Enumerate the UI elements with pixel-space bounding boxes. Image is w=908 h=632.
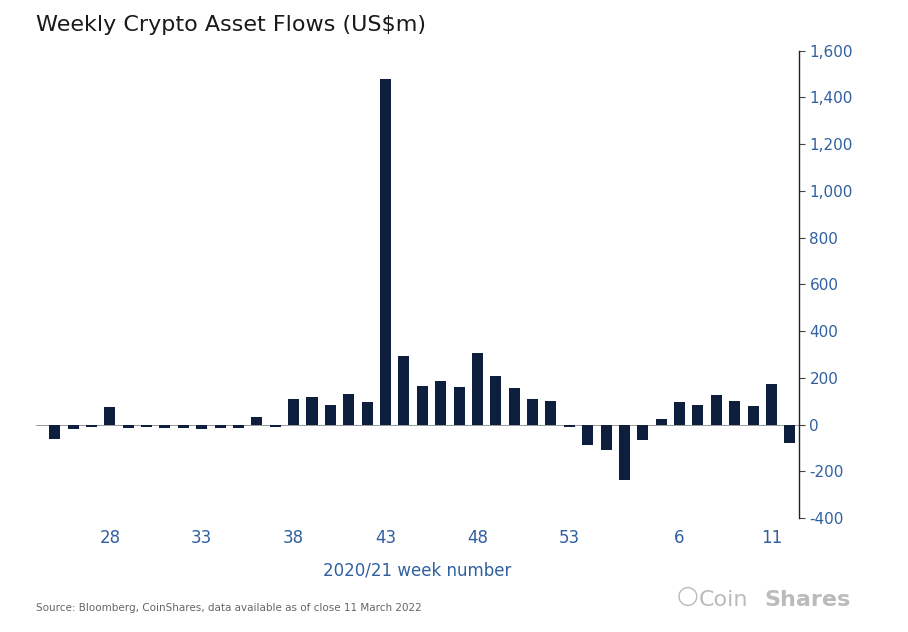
Bar — [656, 419, 666, 425]
Bar — [288, 399, 299, 425]
Bar — [747, 406, 758, 425]
Bar — [380, 78, 391, 425]
Bar — [600, 425, 612, 451]
Bar — [619, 425, 630, 480]
Bar — [178, 425, 189, 428]
Bar — [527, 399, 538, 425]
Bar — [472, 353, 483, 425]
Bar — [711, 396, 722, 425]
Bar — [270, 425, 281, 427]
Bar — [141, 425, 153, 427]
Text: ○: ○ — [676, 584, 698, 608]
Bar — [508, 389, 519, 425]
Text: Shares: Shares — [765, 590, 851, 610]
Bar — [785, 425, 795, 444]
Bar — [582, 425, 593, 444]
Bar — [490, 375, 501, 425]
Bar — [674, 403, 686, 425]
Bar — [637, 425, 648, 440]
Bar — [123, 425, 133, 428]
Bar — [49, 425, 60, 439]
X-axis label: 2020/21 week number: 2020/21 week number — [323, 561, 512, 580]
Bar — [417, 386, 428, 425]
Text: Coin: Coin — [699, 590, 749, 610]
Bar — [160, 425, 171, 428]
Bar — [252, 416, 262, 425]
Bar — [214, 425, 225, 428]
Bar — [104, 407, 115, 425]
Bar — [546, 401, 557, 425]
Bar — [361, 403, 372, 425]
Bar — [564, 425, 575, 427]
Bar — [399, 356, 410, 425]
Bar — [86, 425, 97, 427]
Bar — [766, 384, 777, 425]
Text: Source: Bloomberg, CoinShares, data available as of close 11 March 2022: Source: Bloomberg, CoinShares, data avai… — [36, 603, 422, 613]
Bar — [693, 405, 704, 425]
Bar — [307, 397, 318, 425]
Bar — [729, 401, 740, 425]
Bar — [196, 425, 207, 429]
Text: Weekly Crypto Asset Flows (US$m): Weekly Crypto Asset Flows (US$m) — [36, 15, 427, 35]
Bar — [325, 405, 336, 425]
Bar — [453, 387, 465, 425]
Bar — [233, 425, 244, 428]
Bar — [435, 382, 446, 425]
Bar — [67, 425, 79, 429]
Bar — [343, 394, 354, 425]
